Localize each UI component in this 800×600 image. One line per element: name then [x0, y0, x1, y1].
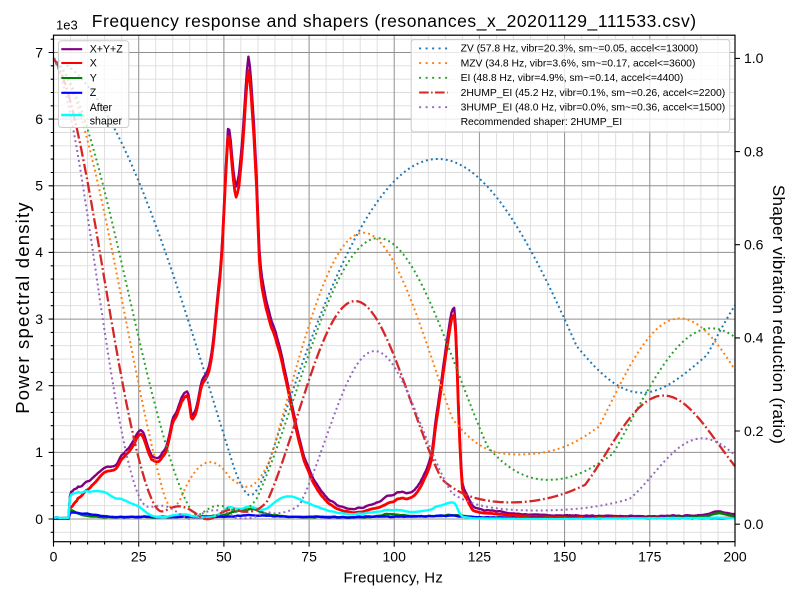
svg-text:1e3: 1e3 — [56, 18, 78, 33]
svg-text:Recommended shaper: 2HUMP_EI: Recommended shaper: 2HUMP_EI — [461, 117, 622, 128]
svg-text:3HUMP_EI (48.0 Hz, vibr=0.0%,: 3HUMP_EI (48.0 Hz, vibr=0.0%, sm~=0.36, … — [461, 103, 726, 114]
svg-text:2HUMP_EI (45.2 Hz, vibr=0.1%,: 2HUMP_EI (45.2 Hz, vibr=0.1%, sm~=0.26, … — [461, 88, 726, 99]
svg-text:200: 200 — [723, 549, 747, 565]
svg-text:5: 5 — [35, 178, 43, 194]
svg-text:0.8: 0.8 — [744, 143, 764, 159]
svg-text:0.0: 0.0 — [744, 516, 764, 532]
svg-text:0.4: 0.4 — [744, 330, 764, 346]
svg-text:Frequency, Hz: Frequency, Hz — [343, 569, 443, 586]
svg-text:150: 150 — [553, 549, 577, 565]
svg-text:Z: Z — [90, 87, 97, 99]
svg-text:175: 175 — [638, 549, 662, 565]
svg-text:0: 0 — [50, 549, 58, 565]
svg-text:0.6: 0.6 — [744, 237, 764, 253]
svg-text:1.0: 1.0 — [744, 50, 764, 66]
svg-text:X+Y+Z: X+Y+Z — [90, 44, 124, 56]
svg-text:shaper: shaper — [90, 115, 123, 127]
svg-text:After: After — [90, 102, 113, 114]
svg-text:ZV (57.8 Hz, vibr=20.3%, sm~=0: ZV (57.8 Hz, vibr=20.3%, sm~=0.05, accel… — [461, 44, 699, 55]
svg-text:X: X — [90, 57, 97, 69]
svg-text:Power spectral density: Power spectral density — [12, 201, 33, 414]
svg-text:50: 50 — [216, 549, 232, 565]
svg-text:7: 7 — [35, 44, 43, 60]
svg-text:0: 0 — [35, 511, 43, 527]
svg-text:Y: Y — [90, 72, 97, 84]
svg-text:6: 6 — [35, 111, 43, 127]
svg-text:125: 125 — [468, 549, 492, 565]
svg-text:3: 3 — [35, 311, 43, 327]
svg-text:Shaper vibration reduction (ra: Shaper vibration reduction (ratio) — [769, 185, 788, 444]
svg-text:0.2: 0.2 — [744, 423, 764, 439]
svg-text:75: 75 — [301, 549, 317, 565]
svg-text:25: 25 — [131, 549, 147, 565]
svg-text:Frequency response and shapers: Frequency response and shapers (resonanc… — [92, 11, 697, 32]
svg-text:EI (48.8 Hz, vibr=4.9%, sm~=0.: EI (48.8 Hz, vibr=4.9%, sm~=0.14, accel<… — [461, 73, 684, 84]
svg-text:100: 100 — [383, 549, 407, 565]
svg-text:4: 4 — [35, 244, 43, 260]
svg-text:1: 1 — [35, 444, 43, 460]
svg-text:2: 2 — [35, 378, 43, 394]
svg-text:MZV (34.8 Hz, vibr=3.6%, sm~=0: MZV (34.8 Hz, vibr=3.6%, sm~=0.17, accel… — [461, 58, 696, 69]
